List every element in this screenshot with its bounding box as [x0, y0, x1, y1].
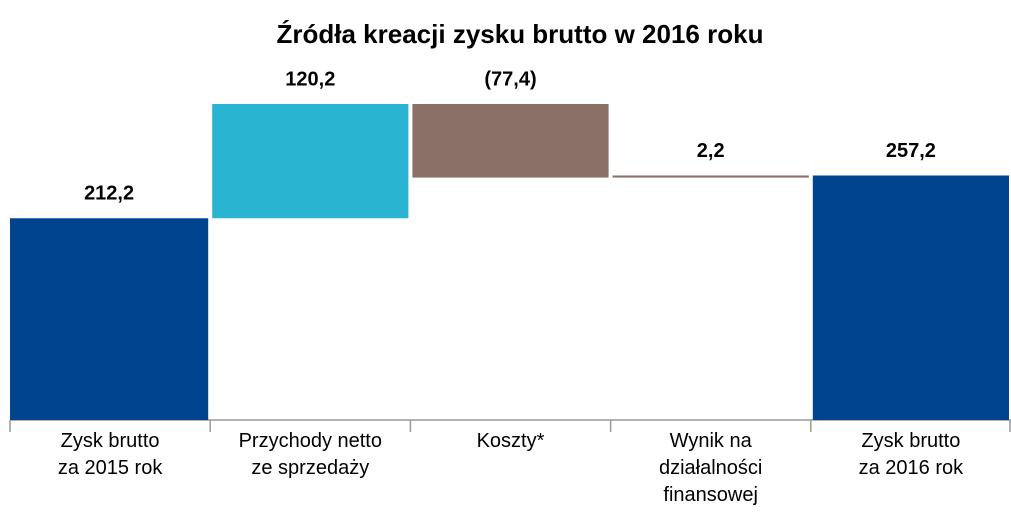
bar: [10, 218, 209, 420]
x-tick-label: Przychody netto ze sprzedaży: [238, 430, 382, 479]
bar: [612, 175, 809, 178]
x-tick-label: Wynik na działalności finansowej: [658, 430, 763, 506]
value-label: 120,2: [285, 68, 335, 90]
value-label: 257,2: [886, 140, 936, 162]
x-tick-label: Koszty*: [476, 430, 545, 452]
x-tick-label: Zysk brutto za 2016 rok: [858, 430, 964, 479]
bar: [812, 175, 1009, 420]
value-label: (77,4): [484, 68, 536, 90]
value-label: 2,2: [697, 140, 725, 162]
value-label: 212,2: [84, 183, 134, 205]
bar: [212, 104, 409, 219]
chart-title: Źródła kreacji zysku brutto w 2016 roku: [277, 19, 764, 49]
x-tick-label: Zysk brutto za 2015 rok: [57, 430, 163, 479]
bar: [412, 104, 609, 178]
